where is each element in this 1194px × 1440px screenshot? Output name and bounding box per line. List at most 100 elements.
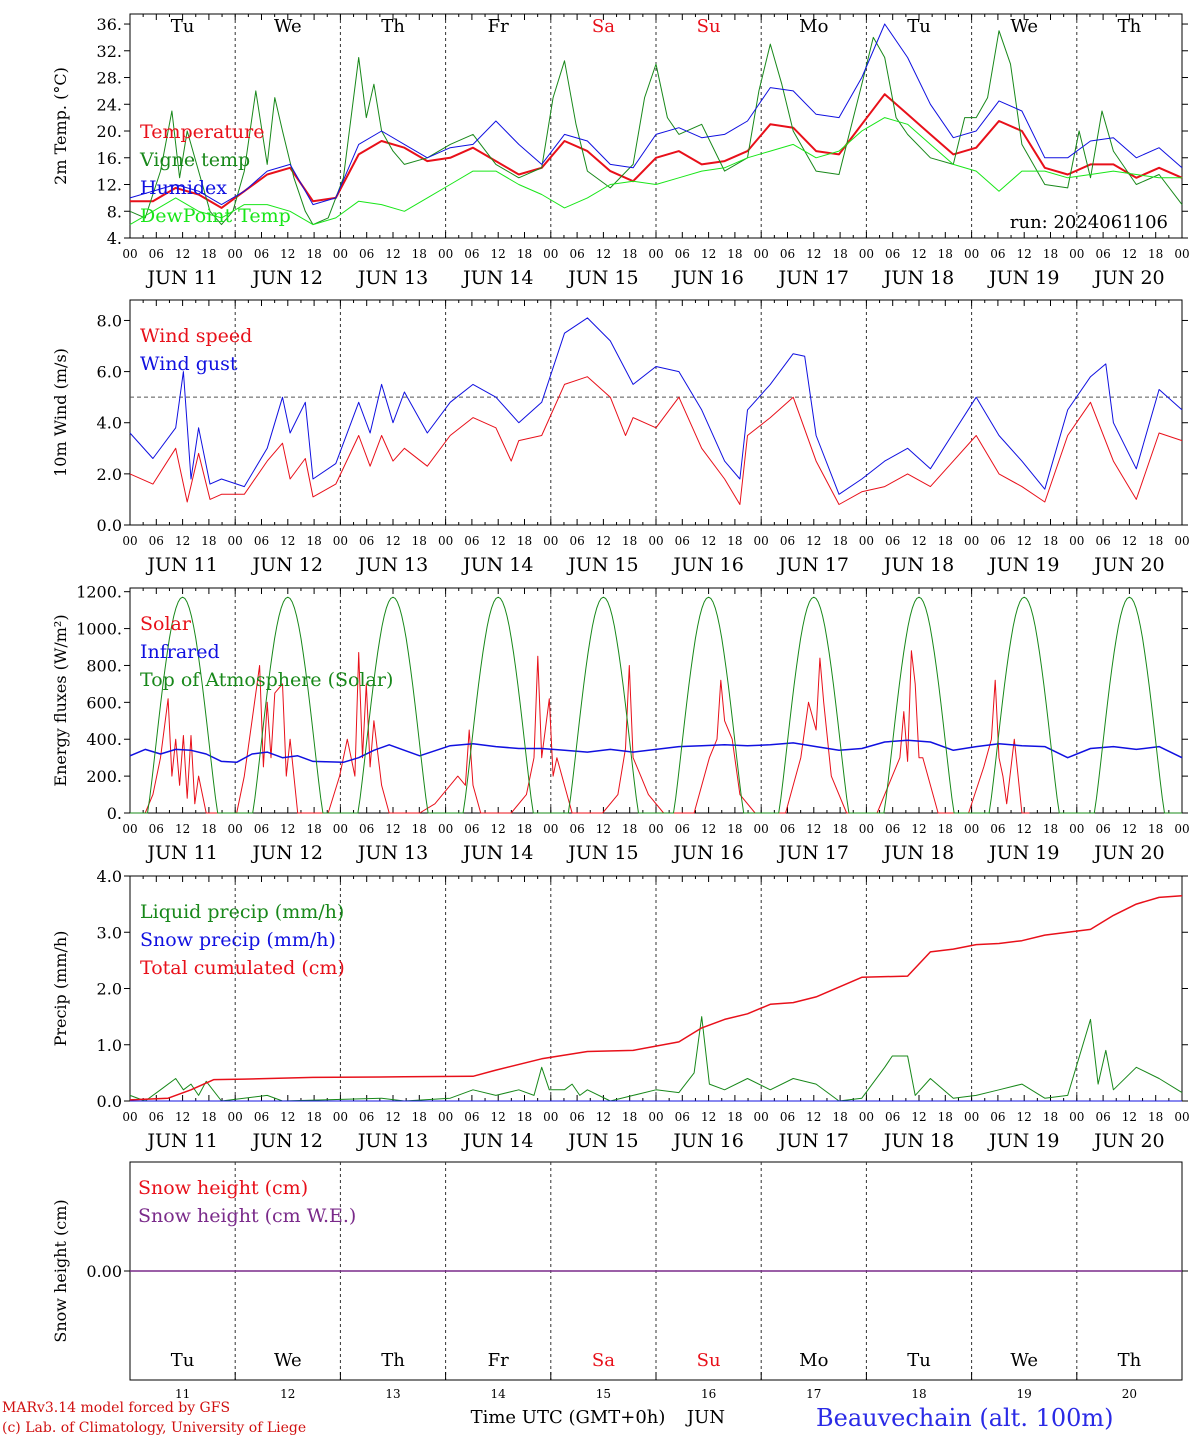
- hour-tick-label: 00: [964, 534, 979, 548]
- hour-tick-label: 06: [569, 534, 584, 548]
- legend-entry: Vigne temp: [139, 149, 250, 171]
- hour-tick-label: 00: [333, 822, 348, 836]
- series-line-infrared: [129, 739, 1183, 764]
- hour-tick-label: 06: [254, 534, 269, 548]
- hour-tick-label: 00: [754, 534, 769, 548]
- day-label: JUN 12: [251, 842, 323, 864]
- hour-tick-label: 06: [675, 247, 690, 261]
- weekday-label-top: Mo: [799, 16, 828, 37]
- series-line-humidex: [129, 23, 1183, 206]
- day-label: JUN 16: [671, 1130, 743, 1152]
- weekday-label-top: Th: [1118, 16, 1142, 37]
- legend-entry: Liquid precip (mm/h): [140, 901, 344, 923]
- hour-tick-label: 00: [122, 247, 137, 261]
- hour-tick-label: 00: [228, 247, 243, 261]
- legend-entry: Snow height (cm W.E.): [138, 1205, 356, 1227]
- hour-tick-label: 18: [201, 247, 216, 261]
- hour-tick-label: 06: [675, 534, 690, 548]
- hour-tick-label: 18: [832, 247, 847, 261]
- hour-tick-label: 18: [727, 822, 742, 836]
- hour-tick-label: 06: [359, 247, 374, 261]
- hour-tick-label: 06: [149, 534, 164, 548]
- hour-tick-label: 18: [412, 534, 427, 548]
- hour-tick-label: 00: [859, 1110, 874, 1124]
- day-label: JUN 12: [251, 1130, 323, 1152]
- hour-tick-label: 18: [938, 1110, 953, 1124]
- weekday-label-top: We: [274, 16, 302, 37]
- hour-tick-label: 12: [596, 534, 611, 548]
- hour-tick-label: 12: [385, 1110, 400, 1124]
- series-line-top-of-atmosphere-solar-: [130, 596, 1182, 814]
- day-label: JUN 11: [145, 554, 217, 576]
- hour-tick-label: 06: [885, 534, 900, 548]
- hour-tick-label: 06: [1095, 1110, 1110, 1124]
- hour-tick-label: 06: [569, 822, 584, 836]
- day-label: JUN 11: [145, 267, 217, 289]
- day-label: JUN 15: [566, 554, 638, 576]
- series-line-temperature: [130, 93, 1183, 209]
- series-line-dewpoint-temp: [129, 117, 1182, 226]
- hour-tick-label: 00: [333, 1110, 348, 1124]
- weekday-label-bottom: Th: [381, 1350, 405, 1371]
- legend-entry: DewPoint Temp: [140, 205, 291, 227]
- day-label: JUN 20: [1092, 842, 1164, 864]
- legend-entry: Wind gust: [140, 353, 238, 375]
- day-label: JUN 11: [145, 1130, 217, 1152]
- weekday-label-bottom: Tu: [171, 1350, 195, 1371]
- y-tick-label: 0.0: [97, 516, 122, 535]
- hour-tick-label: 06: [464, 822, 479, 836]
- weekday-label-top: We: [1010, 16, 1038, 37]
- hour-tick-label: 12: [280, 822, 295, 836]
- hour-tick-label: 00: [859, 822, 874, 836]
- hour-tick-label: 18: [622, 534, 637, 548]
- day-label: JUN 14: [461, 1130, 533, 1152]
- hour-tick-label: 18: [1148, 247, 1163, 261]
- weekday-label-top: Sa: [592, 16, 615, 37]
- day-label: JUN 20: [1092, 1130, 1164, 1152]
- hour-tick-label: 12: [491, 534, 506, 548]
- day-label: JUN 20: [1092, 267, 1164, 289]
- day-label: JUN 15: [566, 842, 638, 864]
- legend-entry: Infrared: [140, 641, 220, 663]
- y-tick-label: 4.0: [97, 414, 122, 433]
- hour-tick-label: 18: [622, 1110, 637, 1124]
- hour-tick-label: 12: [1017, 247, 1032, 261]
- weekday-label-top: Su: [697, 16, 721, 37]
- hour-tick-label: 18: [1148, 1110, 1163, 1124]
- hour-tick-label: 00: [859, 247, 874, 261]
- hour-tick-label: 06: [149, 247, 164, 261]
- hour-tick-label: 06: [359, 1110, 374, 1124]
- hour-tick-label: 12: [280, 1110, 295, 1124]
- hour-tick-label: 00: [648, 247, 663, 261]
- hour-tick-label: 06: [780, 534, 795, 548]
- y-tick-label: 0.: [107, 804, 122, 823]
- footer-lab: (c) Lab. of Climatology, University of L…: [2, 1420, 307, 1436]
- weekday-label-bottom: Sa: [592, 1350, 615, 1371]
- hour-tick-label: 18: [517, 247, 532, 261]
- day-label: JUN 15: [566, 267, 638, 289]
- hour-tick-label: 18: [306, 1110, 321, 1124]
- hour-tick-label: 18: [412, 247, 427, 261]
- hour-tick-label: 00: [543, 247, 558, 261]
- weekday-label-bottom: Su: [697, 1350, 721, 1371]
- hour-tick-label: 18: [727, 1110, 742, 1124]
- day-label: JUN 14: [461, 554, 533, 576]
- weekday-label-top: Th: [381, 16, 405, 37]
- hour-tick-label: 06: [885, 822, 900, 836]
- panel-frame: [129, 587, 1183, 814]
- hour-tick-label: 12: [701, 247, 716, 261]
- y-tick-label: 28.: [97, 69, 122, 88]
- hour-tick-label: 00: [964, 247, 979, 261]
- hour-tick-label: 00: [964, 1110, 979, 1124]
- hour-tick-label: 18: [412, 822, 427, 836]
- hour-tick-label: 12: [701, 822, 716, 836]
- hour-tick-label: 12: [596, 822, 611, 836]
- weekday-label-top: Fr: [488, 16, 509, 37]
- hour-tick-label: 12: [806, 1110, 821, 1124]
- day-label: JUN 13: [356, 554, 428, 576]
- y-tick-label: 1.0: [97, 1036, 122, 1055]
- hour-tick-label: 06: [990, 822, 1005, 836]
- hour-tick-label: 12: [491, 822, 506, 836]
- weekday-label-bottom: Tu: [907, 1350, 931, 1371]
